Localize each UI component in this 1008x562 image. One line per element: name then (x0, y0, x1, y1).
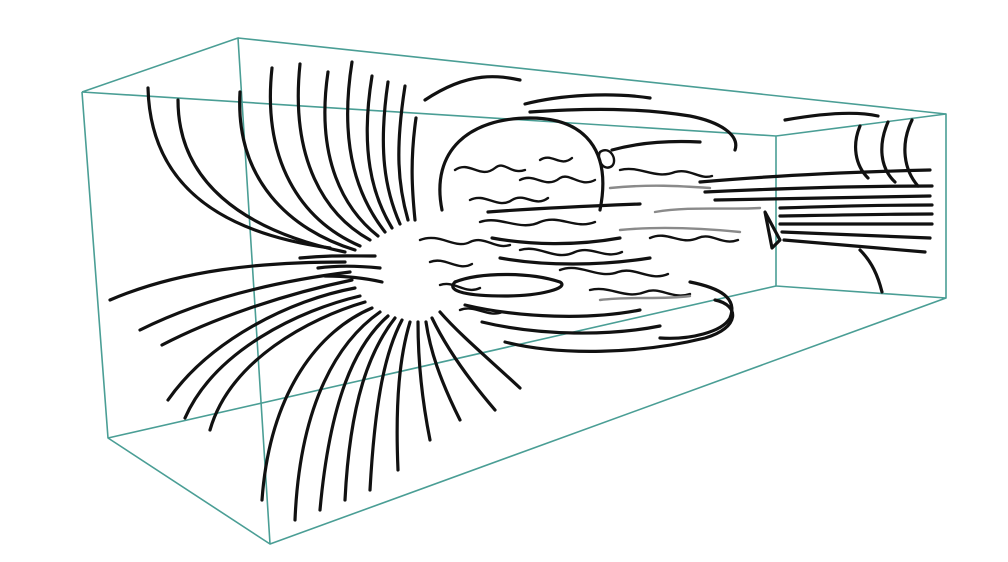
streamline (238, 90, 357, 252)
streamline (618, 226, 742, 234)
streamline (423, 75, 522, 102)
streamline (463, 303, 642, 318)
streamline (108, 260, 347, 302)
streamline (260, 306, 374, 502)
streamline (453, 164, 527, 174)
streamline (395, 320, 412, 472)
streamline (778, 212, 934, 218)
streamline (368, 318, 404, 492)
streamline (381, 80, 402, 226)
streamline (323, 70, 380, 238)
streamline (518, 175, 597, 184)
streamline (268, 66, 362, 248)
streamline (438, 282, 482, 291)
streamline (478, 218, 597, 227)
streamline (138, 270, 352, 332)
streamline (858, 248, 884, 294)
streamline (703, 184, 934, 194)
streamline (780, 230, 932, 240)
streamline (438, 310, 522, 390)
streamline (293, 310, 382, 522)
streamline (316, 264, 382, 270)
streamline (518, 247, 624, 257)
streamline (558, 266, 670, 278)
streamline (618, 167, 714, 179)
streamline (490, 236, 622, 246)
streamline (648, 234, 740, 243)
streamline (183, 294, 362, 420)
streamline (713, 194, 932, 202)
streamline (498, 256, 652, 266)
streamline (782, 238, 927, 254)
box-edge-top-front (81, 91, 777, 137)
streamline (424, 320, 462, 422)
streamline (410, 116, 418, 222)
streamline (853, 124, 870, 180)
streamline (430, 316, 497, 412)
box-edge-bottom-back (269, 297, 947, 545)
streamline (486, 202, 642, 214)
streamline (365, 74, 394, 230)
streamline (653, 206, 762, 214)
streamlines (108, 60, 934, 522)
streamline (296, 62, 372, 242)
streamline (778, 203, 934, 210)
streamline (416, 320, 432, 442)
streamline (160, 278, 354, 347)
streamline (880, 120, 897, 184)
streamline (608, 184, 712, 190)
streamline (451, 272, 564, 298)
box-edge-top (237, 37, 947, 115)
streamline (166, 286, 357, 402)
streamline (528, 107, 738, 152)
streamline (783, 111, 880, 122)
streamline (598, 294, 692, 302)
streamline (763, 210, 782, 250)
streamline (146, 86, 332, 250)
streamline (438, 116, 605, 212)
streamline (698, 168, 932, 184)
streamline (298, 254, 377, 260)
streamline (428, 259, 474, 268)
streamline (418, 236, 512, 248)
streamline (323, 274, 384, 284)
streamline (397, 84, 410, 222)
streamline (343, 316, 397, 502)
streamline (318, 314, 390, 512)
streamline (480, 320, 662, 335)
streamline (176, 98, 347, 254)
streamline (503, 298, 735, 353)
streamline (597, 149, 616, 169)
streamline (658, 280, 734, 340)
streamline (610, 139, 702, 152)
streamline (346, 60, 387, 234)
streamline (588, 287, 692, 297)
box-edge-bottom-front (107, 285, 777, 439)
streamline (903, 118, 920, 188)
streamline (208, 300, 367, 432)
streamline (468, 196, 550, 205)
bounding-box (81, 37, 947, 545)
streamline (523, 93, 652, 106)
streamline (538, 156, 574, 163)
